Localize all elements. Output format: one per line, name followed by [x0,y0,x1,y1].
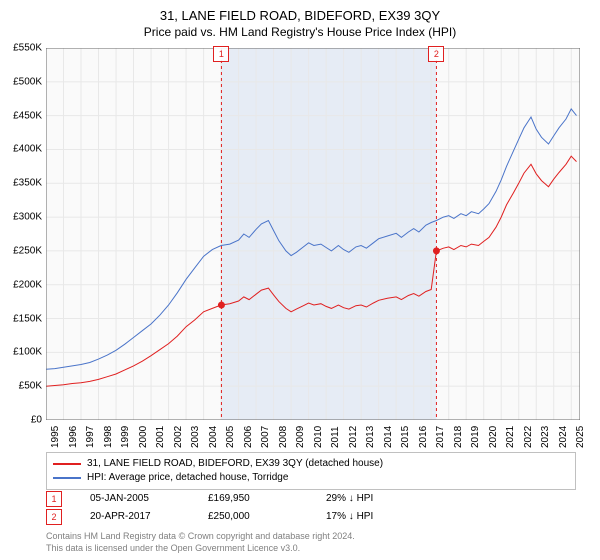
vline-marker-icon: 1 [213,46,229,62]
sale-price: £169,950 [208,490,298,508]
sale-diff: 29% ↓ HPI [326,490,416,508]
y-tick-label: £450K [2,110,42,121]
x-tick-label: 2025 [575,426,586,448]
legend-label: 31, LANE FIELD ROAD, BIDEFORD, EX39 3QY … [87,457,383,471]
x-tick-label: 2011 [330,426,341,448]
legend-label: HPI: Average price, detached house, Torr… [87,471,288,485]
sales-table: 1 05-JAN-2005 £169,950 29% ↓ HPI 2 20-AP… [46,490,578,526]
y-tick-label: £150K [2,313,42,324]
vline-marker-icon: 2 [428,46,444,62]
x-tick-label: 2006 [243,426,254,448]
x-tick-label: 2013 [365,426,376,448]
footer-line: This data is licensed under the Open Gov… [46,542,355,554]
x-tick-label: 2010 [313,426,324,448]
sale-date: 05-JAN-2005 [90,490,180,508]
x-tick-label: 2022 [523,426,534,448]
x-tick-label: 2005 [225,426,236,448]
x-tick-label: 2012 [348,426,359,448]
legend-item: HPI: Average price, detached house, Torr… [53,471,569,485]
x-tick-label: 2016 [418,426,429,448]
sale-diff: 17% ↓ HPI [326,508,416,526]
y-tick-label: £50K [2,381,42,392]
y-tick-label: £200K [2,279,42,290]
x-tick-label: 2019 [470,426,481,448]
sale-row: 1 05-JAN-2005 £169,950 29% ↓ HPI [46,490,578,508]
x-tick-label: 1998 [103,426,114,448]
y-tick-label: £400K [2,144,42,155]
x-tick-label: 1996 [68,426,79,448]
x-tick-label: 2008 [278,426,289,448]
x-tick-label: 2003 [190,426,201,448]
x-tick-label: 2017 [435,426,446,448]
y-tick-label: £350K [2,178,42,189]
y-tick-label: £100K [2,347,42,358]
x-tick-label: 2007 [260,426,271,448]
x-tick-label: 1997 [85,426,96,448]
sale-date: 20-APR-2017 [90,508,180,526]
y-tick-label: £250K [2,245,42,256]
x-tick-label: 2001 [155,426,166,448]
x-tick-label: 1999 [120,426,131,448]
y-tick-label: £300K [2,212,42,223]
x-tick-label: 2004 [208,426,219,448]
x-tick-label: 2000 [138,426,149,448]
sale-price: £250,000 [208,508,298,526]
x-tick-label: 2009 [295,426,306,448]
sale-marker-icon: 1 [46,491,62,507]
chart-subtitle: Price paid vs. HM Land Registry's House … [0,23,600,39]
sale-marker-icon: 2 [46,509,62,525]
plot-svg [46,48,580,420]
x-tick-label: 2023 [540,426,551,448]
x-tick-label: 2018 [453,426,464,448]
legend-item: 31, LANE FIELD ROAD, BIDEFORD, EX39 3QY … [53,457,569,471]
x-tick-label: 2002 [173,426,184,448]
hpi-chart: 31, LANE FIELD ROAD, BIDEFORD, EX39 3QY … [0,0,600,560]
y-tick-label: £0 [2,415,42,426]
plot-area [46,48,580,420]
x-tick-label: 2021 [505,426,516,448]
y-tick-label: £550K [2,43,42,54]
x-tick-label: 2024 [558,426,569,448]
legend-swatch [53,477,81,479]
x-tick-label: 1995 [50,426,61,448]
x-tick-label: 2015 [400,426,411,448]
legend: 31, LANE FIELD ROAD, BIDEFORD, EX39 3QY … [46,452,576,490]
chart-title: 31, LANE FIELD ROAD, BIDEFORD, EX39 3QY [0,0,600,23]
footer-line: Contains HM Land Registry data © Crown c… [46,530,355,542]
footer-note: Contains HM Land Registry data © Crown c… [46,530,355,554]
sale-row: 2 20-APR-2017 £250,000 17% ↓ HPI [46,508,578,526]
x-tick-label: 2014 [383,426,394,448]
legend-swatch [53,463,81,465]
x-tick-label: 2020 [488,426,499,448]
y-tick-label: £500K [2,76,42,87]
